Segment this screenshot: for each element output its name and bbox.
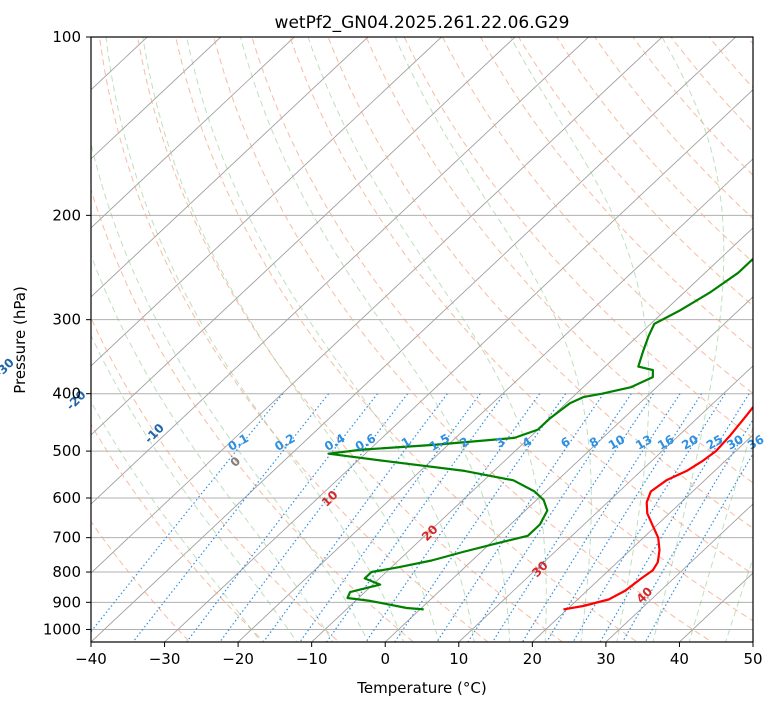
dry-adiabat-140 bbox=[594, 37, 753, 220]
dry-adiabat-10 bbox=[99, 37, 489, 642]
isotherm--100 bbox=[91, 37, 296, 229]
mixing-ratio-line-8 bbox=[467, 393, 632, 642]
x-tick-label--10: −10 bbox=[296, 650, 328, 668]
mixing-ratio-line-0.4 bbox=[185, 393, 378, 642]
x-tick-label-30: 30 bbox=[596, 650, 615, 668]
isotherm--70 bbox=[91, 37, 516, 436]
moist-adiabat--15 bbox=[91, 334, 298, 642]
mixing-ratio-line-0.1 bbox=[91, 393, 284, 633]
x-axis-label: Temperature (°C) bbox=[356, 679, 486, 697]
isotherm-10 bbox=[458, 365, 753, 642]
moist-adiabat-0 bbox=[105, 37, 405, 642]
mixing-ratio-line-1.5 bbox=[299, 393, 481, 642]
x-tick-label--40: −40 bbox=[75, 650, 107, 668]
moist-adiabat--20 bbox=[91, 400, 262, 642]
moist-adiabat--10 bbox=[91, 253, 334, 642]
x-tick-label--20: −20 bbox=[222, 650, 254, 668]
dry-adiabat-90 bbox=[403, 37, 753, 439]
isotherm-20 bbox=[531, 434, 753, 642]
isotherm-30 bbox=[605, 503, 753, 642]
isotherm--80 bbox=[91, 37, 443, 367]
dry-adiabat-80 bbox=[365, 37, 753, 484]
moist-adiabat-5 bbox=[142, 37, 440, 642]
mixing-ratio-line-16 bbox=[545, 393, 703, 642]
x-tick-label-20: 20 bbox=[523, 650, 542, 668]
moist-adiabat-35 bbox=[652, 37, 725, 642]
moist-adiabat-15 bbox=[239, 37, 511, 642]
x-tick-label--30: −30 bbox=[149, 650, 181, 668]
y-tick-label-800: 800 bbox=[52, 563, 81, 581]
dry-adiabat-60 bbox=[289, 37, 753, 575]
isotherm--110 bbox=[91, 37, 222, 160]
mixing-ratio-line-30 bbox=[621, 418, 753, 642]
mixing-ratio-line-20 bbox=[572, 393, 726, 642]
y-tick-label-1000: 1000 bbox=[43, 620, 81, 638]
moist-adiabat-40 bbox=[688, 424, 753, 642]
mixing-ratio-line-0.6 bbox=[219, 393, 409, 642]
y-tick-label-700: 700 bbox=[52, 529, 81, 547]
moist-adiabat-10 bbox=[186, 37, 475, 642]
isotherm--20 bbox=[237, 158, 753, 642]
dry-adiabat-130 bbox=[556, 37, 753, 263]
dry-adiabat-100 bbox=[441, 37, 753, 395]
mixing-ratio-line-13 bbox=[521, 393, 681, 642]
plot-frame bbox=[90, 36, 754, 643]
temperature-profile-line bbox=[563, 405, 753, 611]
mixing-ratio-line-6 bbox=[436, 393, 604, 642]
moist-adiabat-25 bbox=[394, 37, 592, 642]
x-tick-label-50: 50 bbox=[743, 650, 762, 668]
mixing-ratio-line-10 bbox=[491, 393, 654, 642]
dry-adiabat-50 bbox=[251, 37, 753, 622]
mixing-ratio-line-2 bbox=[325, 393, 505, 642]
dry-adiabat--10 bbox=[91, 316, 340, 642]
moist-adiabat-45 bbox=[725, 557, 753, 642]
x-tick-label-10: 10 bbox=[449, 650, 468, 668]
mixing-ratio-line-25 bbox=[599, 393, 750, 642]
profile-lines bbox=[327, 257, 753, 611]
y-tick-label-100: 100 bbox=[52, 28, 81, 46]
isotherm--50 bbox=[91, 37, 663, 574]
axes: −40 −30 −20 −10 0 10 20 30 40 50 100 200 300 400 500 60… bbox=[43, 28, 763, 668]
dry-adiabat-110 bbox=[479, 37, 753, 351]
thermo-background-lines bbox=[91, 37, 753, 642]
y-tick-label-300: 300 bbox=[52, 311, 81, 329]
mixing-ratio-line-4 bbox=[393, 393, 567, 642]
y-tick-label-500: 500 bbox=[52, 442, 81, 460]
dry-adiabat-30 bbox=[175, 37, 639, 642]
dry-adiabat-20 bbox=[137, 37, 564, 642]
moist-adiabat-30 bbox=[509, 37, 650, 642]
isotherm--60 bbox=[91, 37, 590, 505]
isotherm--30 bbox=[163, 89, 753, 642]
y-tick-label-200: 200 bbox=[52, 206, 81, 224]
isotherm--10 bbox=[311, 227, 753, 642]
x-tick-label-0: 0 bbox=[380, 650, 390, 668]
dry-adiabat--20 bbox=[91, 423, 265, 642]
y-tick-label-600: 600 bbox=[52, 489, 81, 507]
y-tick-label-400: 400 bbox=[52, 385, 81, 403]
mixing-ratio-line-3 bbox=[365, 393, 541, 642]
isotherm--90 bbox=[91, 37, 369, 298]
dry-adiabat-40 bbox=[213, 37, 713, 642]
isotherm--40 bbox=[91, 37, 737, 642]
x-tick-label-40: 40 bbox=[670, 650, 689, 668]
chart-title: wetPf2_GN04.2025.261.22.06.G29 bbox=[275, 13, 570, 33]
moist-adiabat-20 bbox=[307, 37, 547, 642]
dewpoint-profile-line bbox=[327, 257, 753, 611]
y-tick-label-900: 900 bbox=[52, 593, 81, 611]
dry-adiabat-70 bbox=[327, 37, 753, 529]
dry-adiabat--30 bbox=[91, 520, 191, 642]
mixing-ratio-line-0.2 bbox=[132, 393, 330, 642]
y-axis-label: Pressure (hPa) bbox=[11, 286, 29, 394]
